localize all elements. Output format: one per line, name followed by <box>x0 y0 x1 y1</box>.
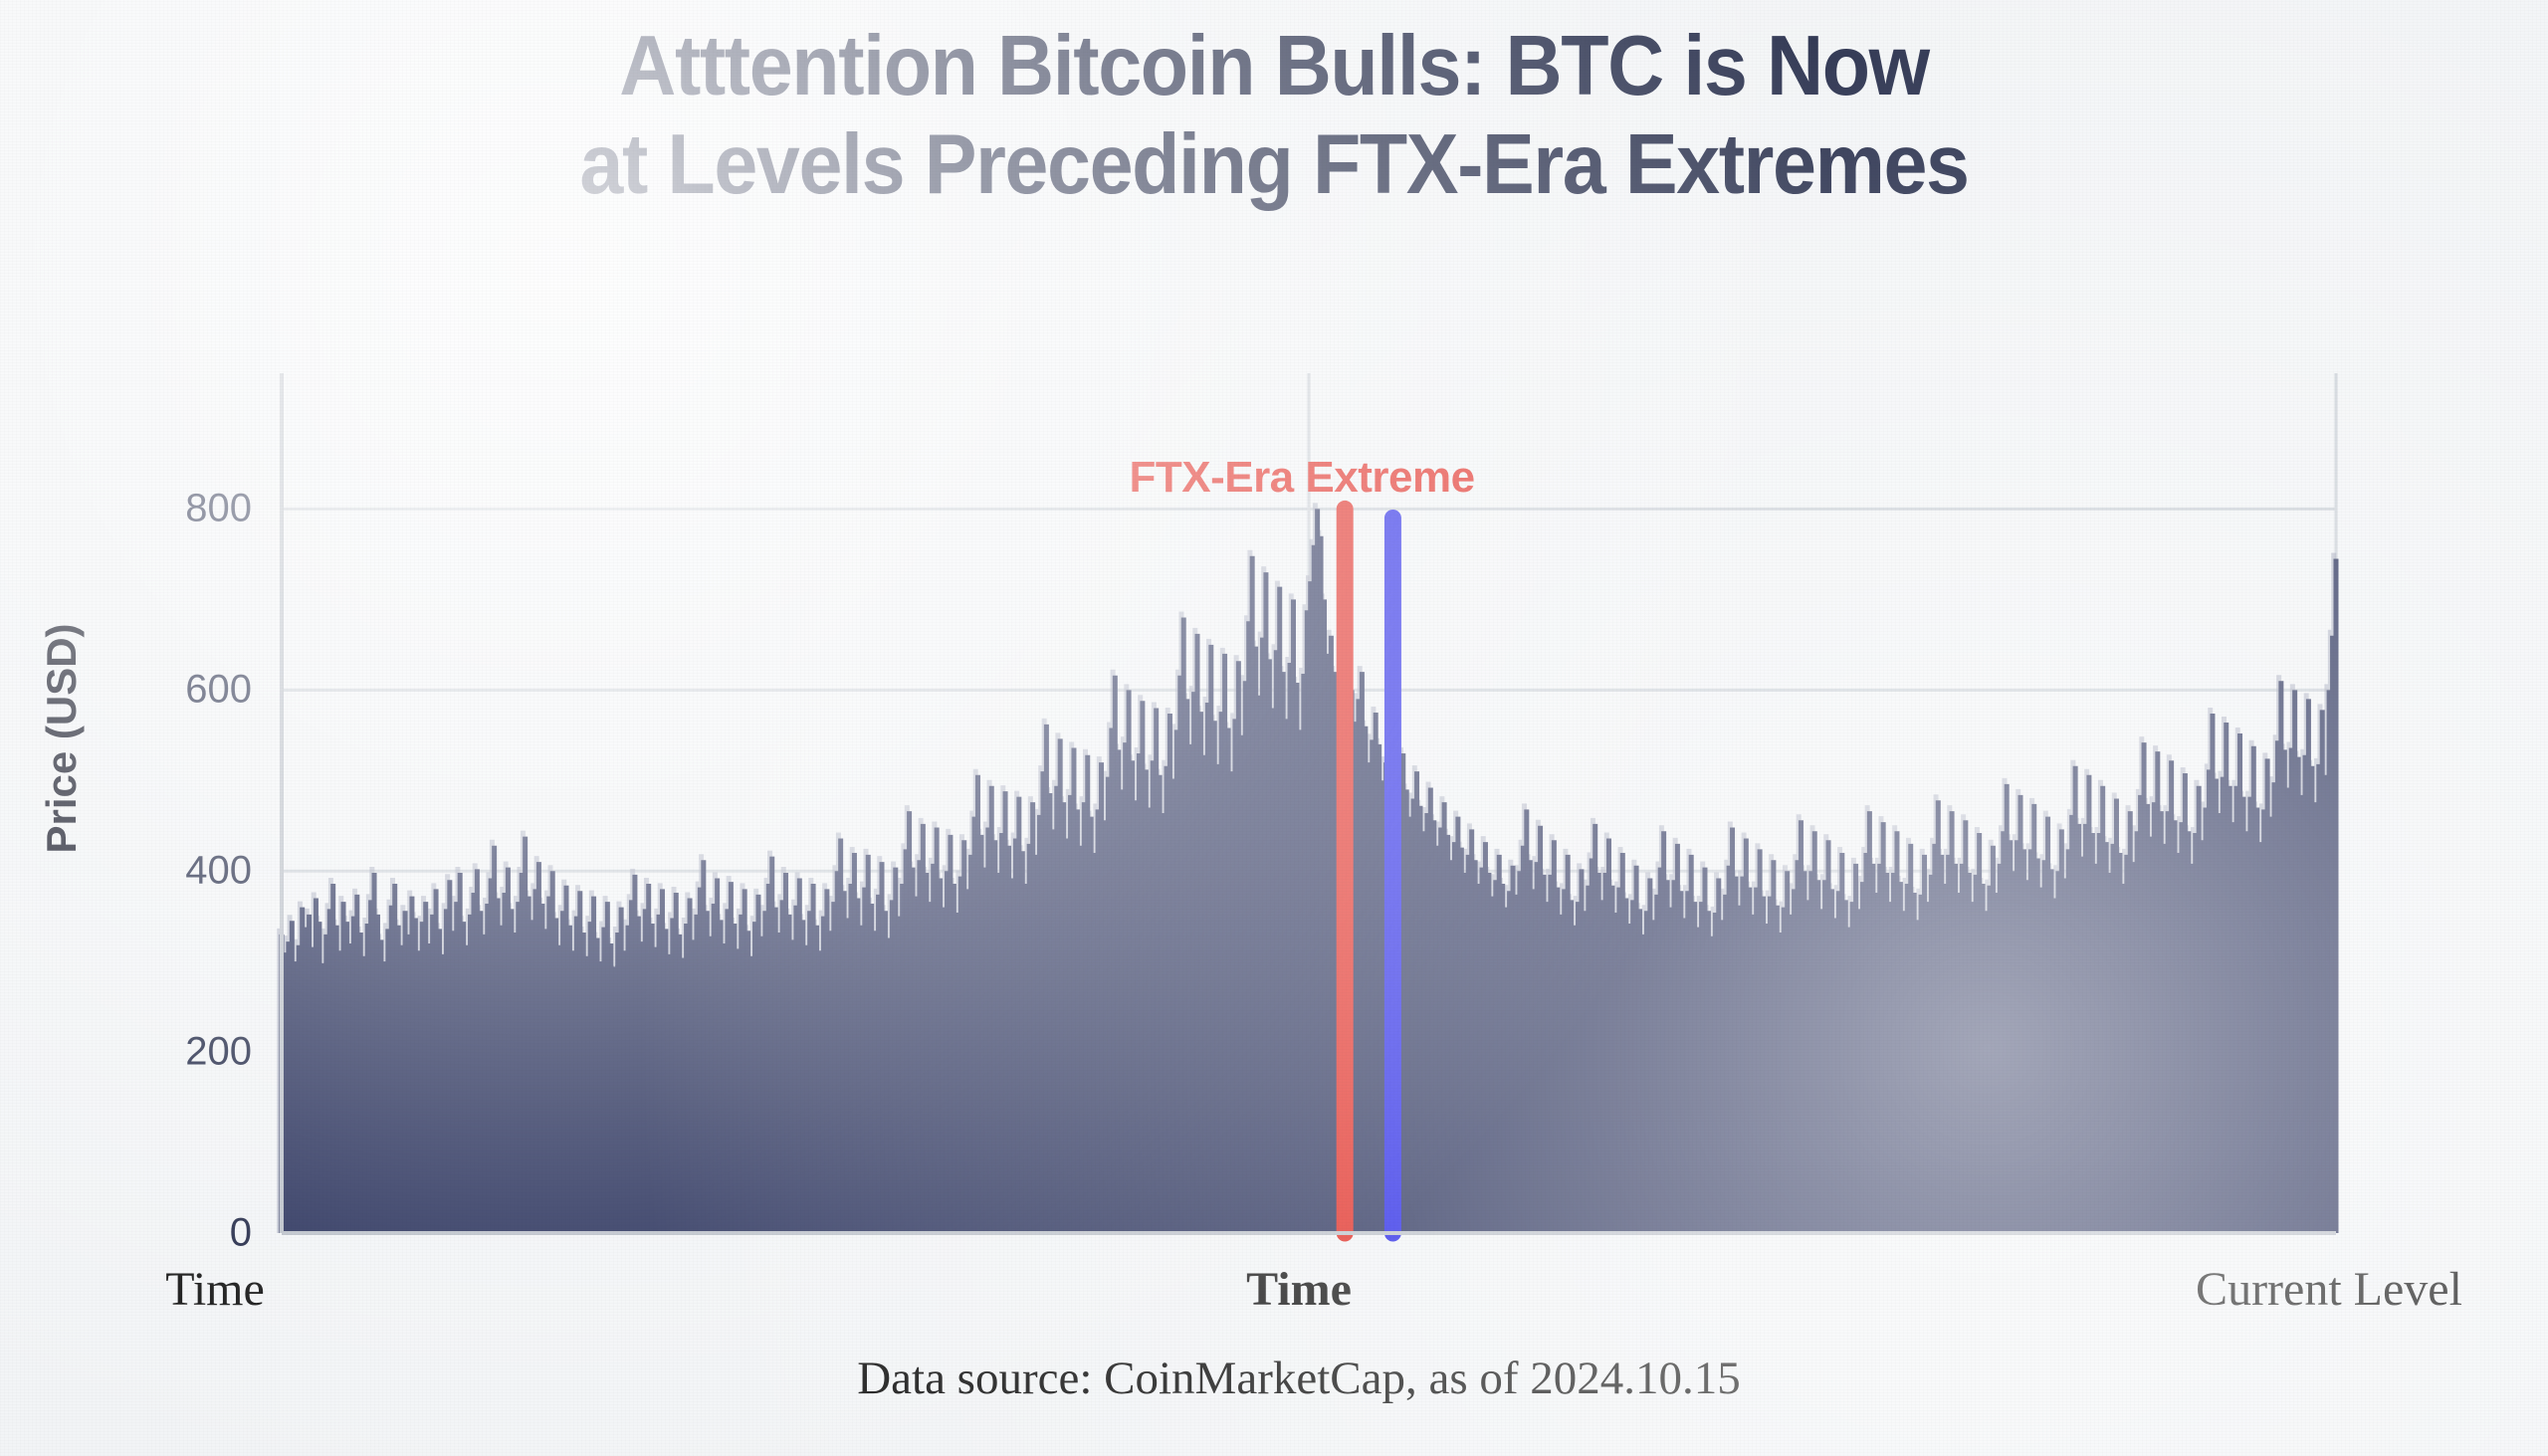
y-axis-tick-800: 800 <box>185 486 252 530</box>
ftx-era-extreme-annotation: FTX-Era Extreme <box>1129 453 1475 502</box>
y-axis-tick-600: 600 <box>185 667 252 712</box>
x-axis-right-label: Current Level <box>2196 1263 2462 1316</box>
y-axis-tick-0: 0 <box>229 1210 252 1255</box>
data-source-caption: Data source: CoinMarketCap, as of 2024.1… <box>857 1352 1741 1404</box>
x-axis-left-label: Time <box>165 1263 265 1316</box>
price-series <box>277 503 2339 1233</box>
y-axis-tick-group: 0 200 400 600 800 <box>0 0 252 1456</box>
chart-title-line-2: at Levels Preceding FTX-Era Extremes <box>579 117 1970 212</box>
y-axis-tick-200: 200 <box>185 1029 252 1074</box>
chart-title-line-1: Atttention Bitcoin Bulls: BTC is Now <box>619 19 1930 113</box>
chart-title-block: Atttention Bitcoin Bulls: BTC is Now at … <box>0 24 2548 207</box>
x-axis-center-label: Time <box>1246 1263 1352 1316</box>
y-axis-tick-400: 400 <box>185 848 252 893</box>
